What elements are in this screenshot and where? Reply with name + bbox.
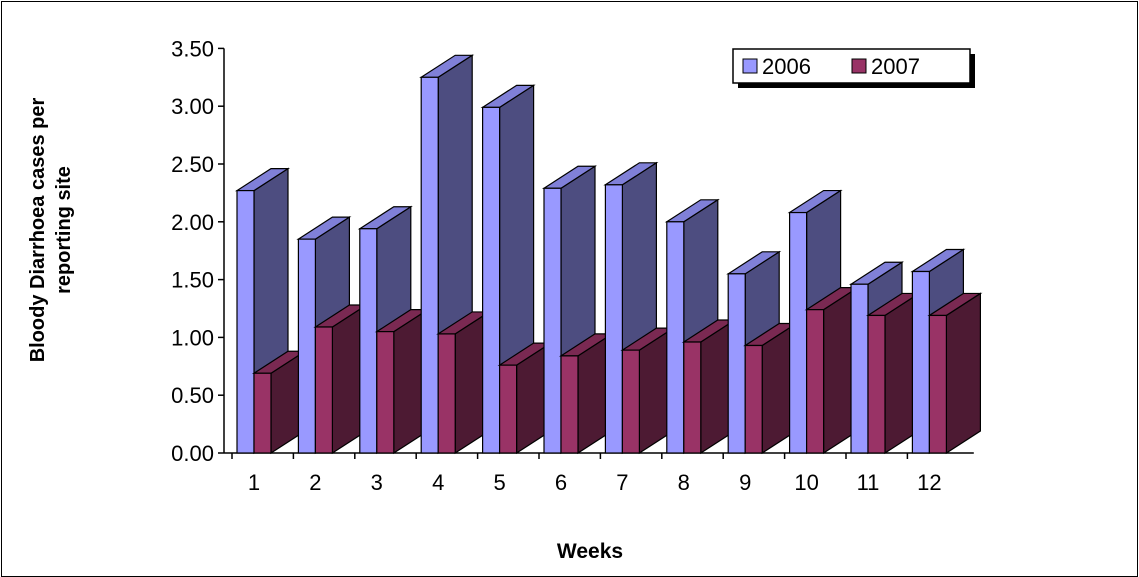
- bar-2007-week-2: [313, 303, 369, 455]
- bar-2007-week-8: [681, 318, 737, 455]
- bar-front: [911, 270, 931, 454]
- x-tick-label: 11: [857, 470, 880, 495]
- bar-front: [420, 76, 439, 454]
- legend-label-2007: 2007: [871, 54, 920, 79]
- legend-swatch-2007: [851, 58, 867, 74]
- bar-side: [945, 292, 982, 455]
- bar-2007-week-5: [497, 342, 553, 455]
- x-tick-label: 10: [794, 470, 818, 495]
- y-tick-labels: 0.00 0.50 1.00 1.50 2.00 2.50 3.00 3.50: [171, 36, 224, 466]
- legend-label-2006: 2006: [762, 54, 811, 79]
- legend-swatch-2006: [742, 58, 758, 74]
- bar-2007-week-12: [927, 292, 983, 455]
- bar-front: [376, 331, 395, 454]
- bar-front: [437, 333, 456, 454]
- bar-2007-week-3: [374, 308, 430, 455]
- bar-front: [744, 344, 763, 454]
- bars: [234, 54, 983, 455]
- x-tick-label: 6: [555, 470, 567, 495]
- bar-2007-week-11: [865, 292, 922, 455]
- x-tick-label: 8: [678, 470, 690, 495]
- bar-front: [683, 341, 702, 454]
- y-tick-label: 0.00: [171, 441, 214, 466]
- bar-front: [666, 221, 685, 454]
- x-tick-label: 12: [917, 470, 941, 495]
- bar-2007-week-9: [743, 322, 799, 455]
- bar-front: [727, 273, 746, 454]
- bar-front: [543, 187, 562, 454]
- bar-2007-week-7: [620, 327, 676, 455]
- x-tick-label: 9: [739, 470, 751, 495]
- x-tick-label: 1: [248, 470, 260, 495]
- y-tick-label: 2.50: [171, 152, 214, 177]
- x-tick-label: 5: [493, 470, 505, 495]
- y-axis-label-line2: reporting site: [53, 166, 75, 294]
- bar-front: [314, 326, 333, 454]
- bar-2007-week-6: [558, 332, 615, 455]
- bar-front: [482, 106, 501, 454]
- bar-front: [359, 228, 378, 454]
- y-tick-label: 1.00: [171, 325, 214, 350]
- bar-2007-week-10: [804, 286, 860, 455]
- bar-front: [621, 349, 641, 454]
- bar-front: [788, 211, 808, 454]
- bar-front: [253, 372, 272, 454]
- x-tick-label: 7: [616, 470, 628, 495]
- bar-2007-week-1: [251, 350, 308, 455]
- bar-front: [805, 309, 825, 454]
- bar-front: [297, 238, 316, 454]
- bar-front: [867, 314, 886, 454]
- y-tick-label: 2.00: [171, 210, 214, 235]
- bar-front: [604, 184, 624, 454]
- bar-front: [236, 189, 255, 454]
- y-tick-label: 1.50: [171, 268, 214, 293]
- x-axis-label: Weeks: [557, 540, 623, 563]
- bar-front: [850, 283, 869, 454]
- axes: [223, 48, 974, 454]
- bar-front: [499, 364, 518, 454]
- x-tick-label: 2: [309, 470, 321, 495]
- bar-front: [560, 355, 579, 454]
- legend: 2006 2007: [732, 48, 975, 88]
- x-tick-label: 3: [371, 470, 383, 495]
- x-tick-label: 4: [432, 470, 444, 495]
- bar-front: [928, 314, 948, 454]
- y-tick-label: 3.00: [171, 94, 214, 119]
- y-axis-label-line1: Bloody Diarrhoea cases per: [27, 98, 49, 363]
- x-tick-labels: 1 2 3 4 5 6 7 8 9 10 11 12: [231, 453, 942, 495]
- bar-2007-week-4: [436, 310, 492, 455]
- y-tick-label: 3.50: [171, 36, 214, 61]
- y-tick-label: 0.50: [171, 383, 214, 408]
